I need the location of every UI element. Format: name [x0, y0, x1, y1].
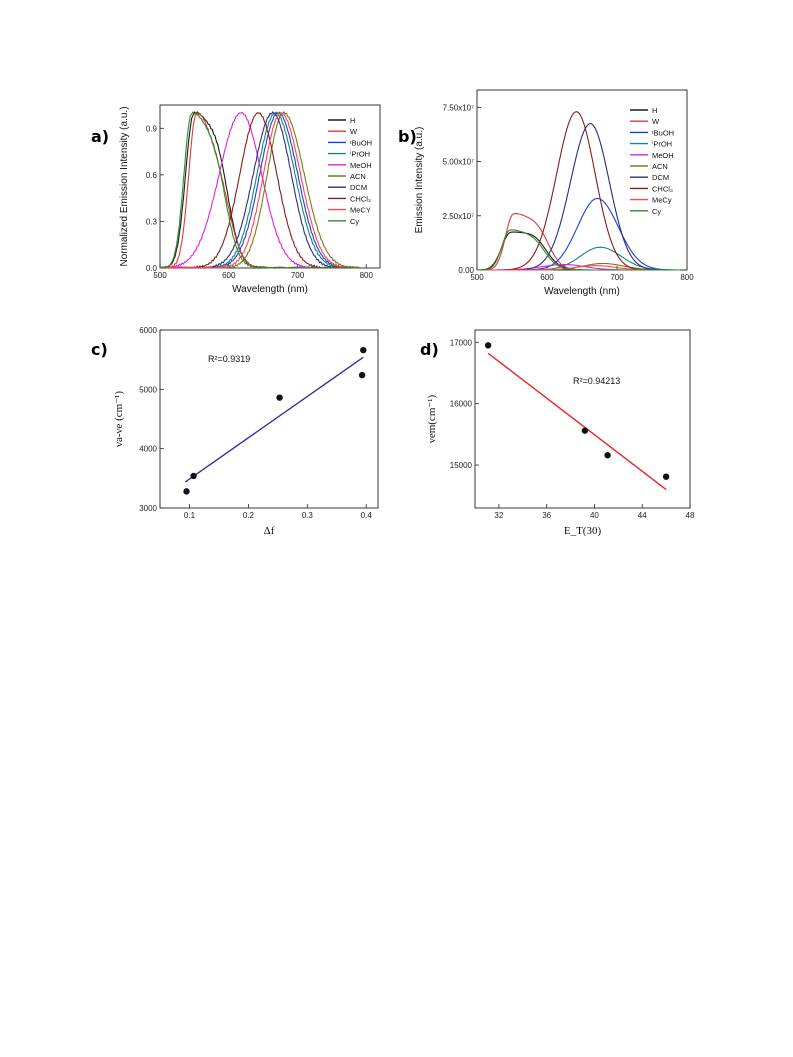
legend-label: DCM: [350, 183, 367, 192]
data-point: [604, 452, 611, 459]
fit-line: [487, 352, 667, 491]
chart-d: 32 36 40 44 48 15000 16000 17000 R²=0.94213 E_T(3…: [426, 329, 695, 537]
legend-label: H: [652, 106, 657, 115]
data-point: [581, 427, 589, 434]
data-point: [183, 488, 190, 495]
legend-label: ᵗBuOH: [652, 128, 674, 137]
x-tick-label: 500: [153, 271, 167, 280]
y-tick-label: 2.50x10⁷: [443, 212, 474, 221]
r-squared-annotation: R²=0.94213: [573, 376, 620, 386]
y-tick-label: 7.50x10⁷: [443, 103, 474, 112]
panel-b: b) 500 600 700 800 0.00 2.50x10⁷ 5.00x10⁷ 7.50x…: [395, 85, 705, 305]
x-tick-label: 800: [360, 271, 374, 280]
y-axis-label: Emission Intensity (a.u.): [414, 127, 425, 234]
y-axis-label: νa-νe (cm⁻¹): [113, 391, 125, 447]
legend-label: CHCl₃: [652, 184, 673, 193]
x-tick-label: 500: [470, 273, 484, 282]
y-tick-label: 15000: [450, 461, 473, 470]
x-tick-label: 40: [590, 511, 599, 520]
x-tick-label: 700: [610, 273, 624, 282]
y-tick-label: 0.9: [146, 124, 158, 133]
x-tick-label: 36: [542, 511, 551, 520]
series-line-a: [159, 112, 360, 269]
x-tick-label: 800: [680, 273, 694, 282]
x-axis-label: Wavelength (nm): [232, 284, 308, 295]
panel-label-a: a): [91, 127, 110, 146]
legend-label: ACN: [652, 162, 668, 171]
x-tick-label: 0.4: [361, 511, 373, 520]
data-point: [360, 346, 367, 354]
legend-label: CHCl₃: [350, 194, 371, 203]
x-axis-label: E_T(30): [564, 525, 602, 537]
plot-frame: [159, 329, 379, 509]
r-squared-annotation: R²=0.9319: [208, 354, 250, 364]
y-tick-label: 5.00x10⁷: [443, 158, 474, 167]
y-tick-label: 5000: [139, 385, 157, 394]
x-tick-label: 48: [686, 511, 695, 520]
y-tick-label: 4000: [139, 445, 157, 454]
legend-label: Cy: [652, 207, 661, 216]
legend-label: MeCy: [652, 196, 672, 205]
legend-label: MeCY: [350, 206, 371, 215]
y-tick-label: 0.0: [146, 264, 158, 273]
x-tick-label: 44: [638, 511, 647, 520]
legend-label: H: [350, 116, 355, 125]
chart-c: 0.1 0.2 0.3 0.4 3000 4000 5000 6000 R²=0.9319 Δf ν…: [113, 326, 379, 537]
y-tick-label: 16000: [450, 400, 473, 409]
legend-label: ACN: [350, 172, 366, 181]
data-point: [484, 342, 492, 349]
x-tick-label: 0.1: [184, 511, 196, 520]
data-point: [662, 473, 670, 480]
legend-label: MeOH: [350, 161, 372, 170]
panel-label-d: d): [420, 340, 439, 359]
chart-b: 500 600 700 800 0.00 2.50x10⁷ 5.00x10⁷ 7.50x10⁷…: [414, 89, 694, 297]
x-tick-label: 32: [494, 511, 503, 520]
legend-label: DCM: [652, 173, 669, 182]
legend-label: ⁱPrOH: [350, 150, 370, 159]
panel-label-c: c): [91, 340, 108, 359]
legend-label: ᵗBuOH: [350, 138, 372, 147]
y-tick-label: 3000: [139, 504, 157, 513]
data-point: [190, 472, 197, 480]
x-tick-label: 700: [291, 271, 305, 280]
fit-line: [184, 356, 364, 483]
legend-label: W: [350, 127, 358, 136]
plot-frame: [474, 329, 691, 509]
panel-label-b: b): [398, 127, 417, 146]
panel-d: d) 32 36 40 44 48 15000 16000 17000 R²=0.94213 E_…: [395, 322, 705, 542]
legend-label: Cy: [350, 217, 359, 226]
legend-label: W: [652, 117, 660, 126]
y-axis-label: Normalized Emission Intensity (a.u.): [119, 106, 130, 266]
x-axis-label: Wavelength (nm): [544, 286, 620, 297]
y-axis-label: νem(cm⁻¹): [426, 395, 438, 444]
y-tick-label: 0.6: [146, 171, 158, 180]
series-line-b: [477, 229, 680, 271]
legend-label: MeOH: [652, 151, 674, 160]
data-point: [276, 394, 283, 401]
y-tick-label: 6000: [139, 326, 157, 335]
x-tick-label: 0.2: [243, 511, 255, 520]
legend-label: ⁱPrOH: [652, 140, 672, 149]
y-tick-label: 0.3: [146, 217, 158, 226]
y-tick-label: 17000: [450, 338, 473, 347]
x-tick-label: 600: [540, 273, 554, 282]
x-axis-label: Δf: [264, 525, 275, 537]
data-point: [358, 371, 366, 379]
y-tick-label: 0.00: [458, 266, 474, 275]
panel-c: c) 0.1 0.2 0.3 0.4 3000 4000 5000 6000 R²=0.9319…: [88, 322, 393, 542]
x-tick-label: 600: [222, 271, 236, 280]
series-line-a: [159, 111, 360, 269]
x-tick-label: 0.3: [302, 511, 314, 520]
